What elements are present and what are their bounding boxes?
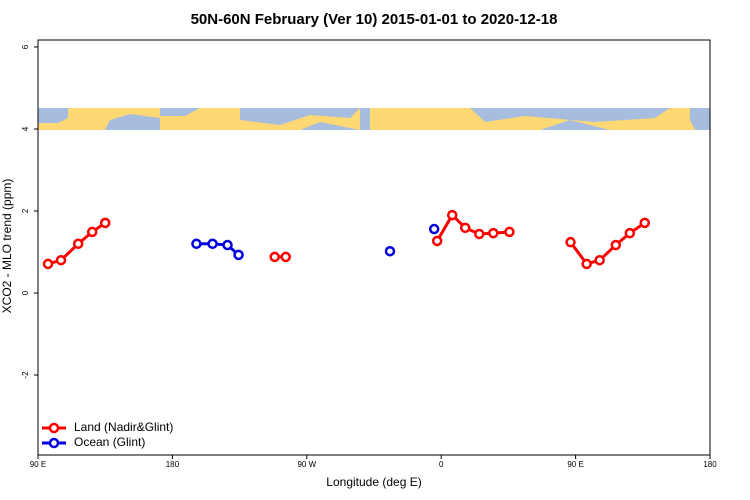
series-line	[196, 229, 434, 255]
legend-marker	[48, 437, 60, 449]
point	[459, 222, 471, 234]
x-tick-label: 90 E	[30, 460, 46, 469]
point	[280, 251, 291, 263]
point	[504, 226, 515, 238]
chart-title: 50N-60N February (Ver 10) 2015-01-01 to …	[191, 11, 558, 28]
point	[86, 226, 98, 238]
y-tick-label: 2	[21, 208, 30, 213]
point	[565, 236, 576, 248]
x-tick-label: 180	[703, 460, 717, 469]
map-strip	[38, 108, 710, 130]
point	[428, 223, 440, 235]
y-tick-label: 0	[21, 290, 30, 295]
legend-label: Land (Nadir&Glint)	[74, 420, 173, 434]
point	[269, 251, 280, 263]
legend-label: Ocean (Glint)	[74, 435, 145, 449]
point	[488, 227, 499, 239]
legend-marker	[48, 422, 60, 434]
point	[207, 238, 218, 250]
x-tick-label: 90 W	[297, 460, 316, 469]
point	[72, 238, 84, 250]
point	[624, 227, 636, 239]
point	[610, 239, 622, 251]
point	[191, 238, 202, 250]
point	[431, 235, 443, 247]
point	[233, 249, 244, 261]
point	[474, 228, 485, 240]
y-tick-label: -2	[21, 371, 30, 379]
point	[594, 254, 605, 266]
series-line	[47, 212, 646, 266]
point	[99, 217, 111, 229]
point	[42, 258, 54, 270]
plot-frame	[37, 39, 711, 456]
point	[447, 209, 458, 221]
y-tick-label: 4	[21, 126, 30, 131]
x-tick-label: 0	[439, 460, 444, 469]
point	[581, 258, 592, 270]
y-axis-label: XCO2 - MLO trend (ppm)	[0, 179, 14, 314]
y-tick-label: 6	[21, 44, 30, 49]
point	[639, 217, 650, 229]
x-axis-label: Longitude (deg E)	[326, 475, 421, 489]
point	[384, 245, 396, 257]
x-tick-label: 180	[166, 460, 180, 469]
x-tick-label: 90 E	[567, 460, 583, 469]
point	[222, 239, 233, 251]
point	[55, 254, 67, 266]
